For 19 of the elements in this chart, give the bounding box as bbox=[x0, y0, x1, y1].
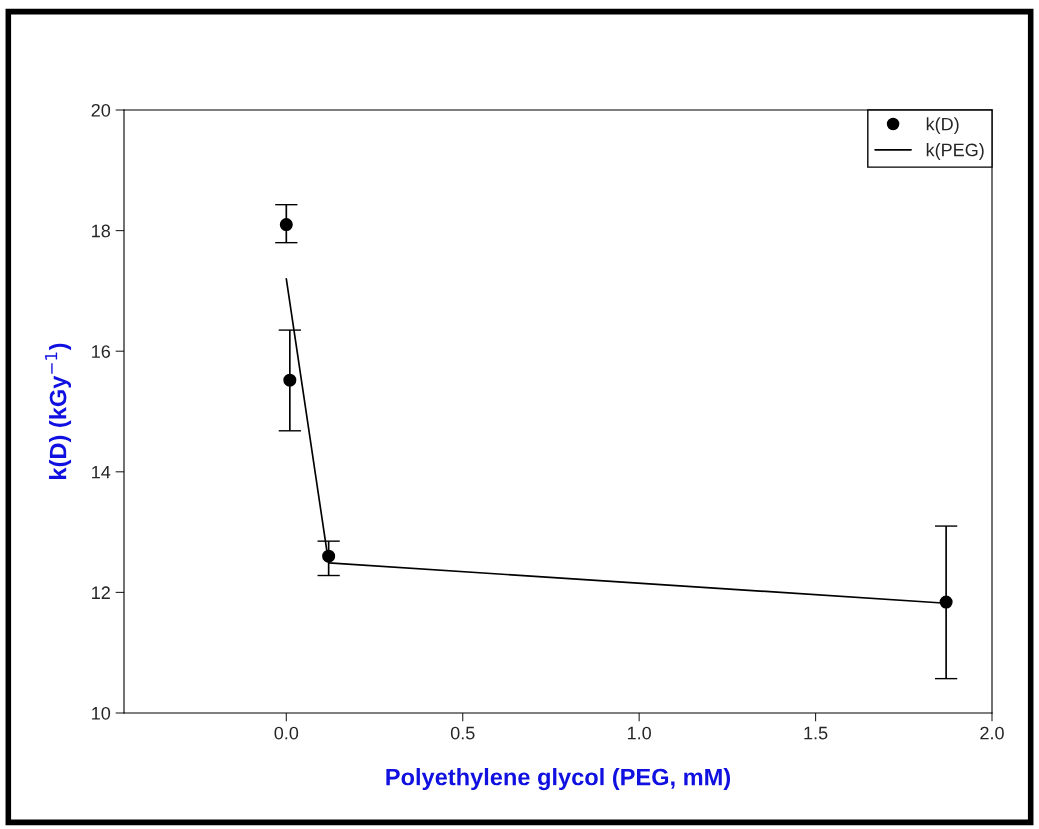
point bbox=[939, 595, 953, 609]
y-tick-label: 14 bbox=[92, 465, 111, 479]
x-tick-label: 0.5 bbox=[450, 726, 475, 740]
y-tick-label: 20 bbox=[91, 103, 111, 117]
x-tick-label: 2.0 bbox=[980, 726, 1004, 740]
point bbox=[279, 218, 293, 232]
y-tick-label: 18 bbox=[92, 224, 111, 238]
legend-label: k(D) bbox=[926, 117, 959, 135]
point bbox=[283, 373, 297, 387]
x-tick-label: 0.0 bbox=[274, 726, 299, 740]
y-tick-label: 12 bbox=[92, 586, 110, 599]
point bbox=[322, 549, 336, 563]
y-tick-label: 16 bbox=[92, 345, 111, 358]
y-tick-label: 10 bbox=[92, 706, 111, 720]
x-axis-title: Polyethylene glycol (PEG, mM) bbox=[386, 768, 731, 791]
x-tick-label: 1.0 bbox=[627, 726, 651, 740]
y-axis-title: k(D) (kGy$^{−1}$) bbox=[45, 343, 72, 479]
legend-label: k(PEG) bbox=[926, 143, 984, 160]
x-tick-label: 1.5 bbox=[804, 726, 828, 740]
